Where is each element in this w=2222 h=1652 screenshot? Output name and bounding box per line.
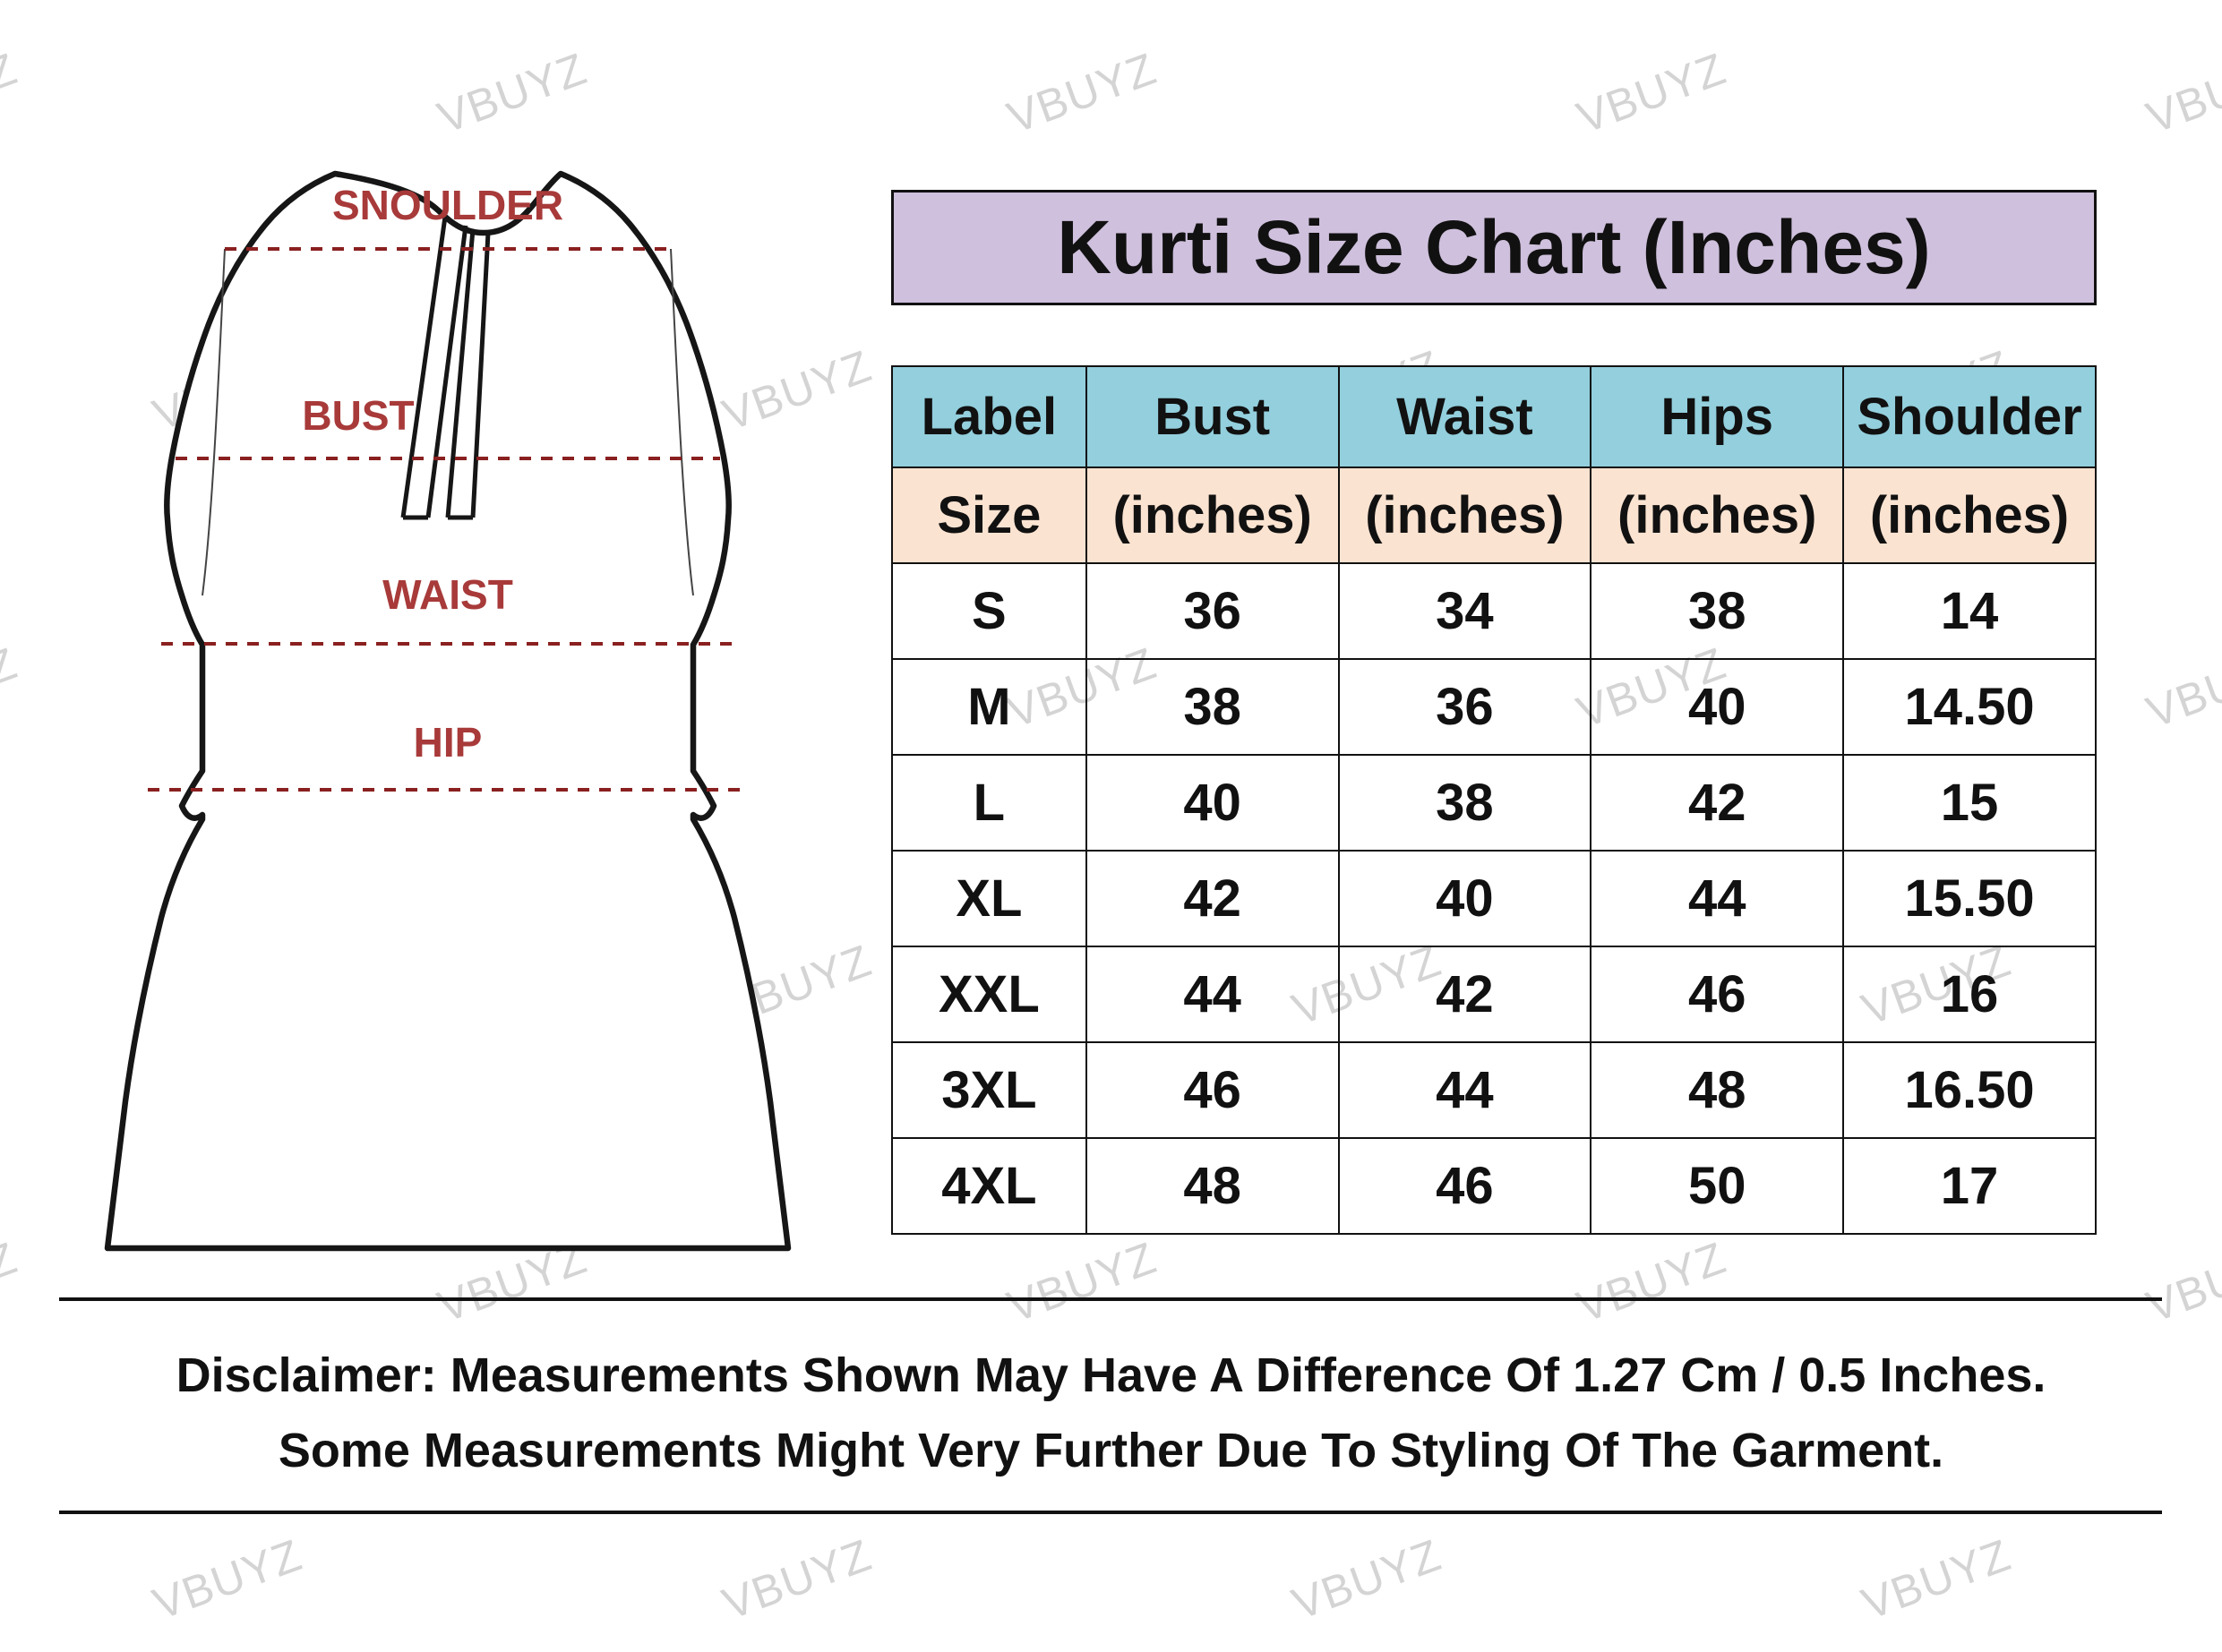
svg-text:BUST: BUST: [302, 392, 414, 439]
svg-text:HIP: HIP: [414, 719, 483, 766]
svg-text:WAIST: WAIST: [382, 571, 513, 618]
svg-text:SNOULDER: SNOULDER: [332, 182, 563, 228]
